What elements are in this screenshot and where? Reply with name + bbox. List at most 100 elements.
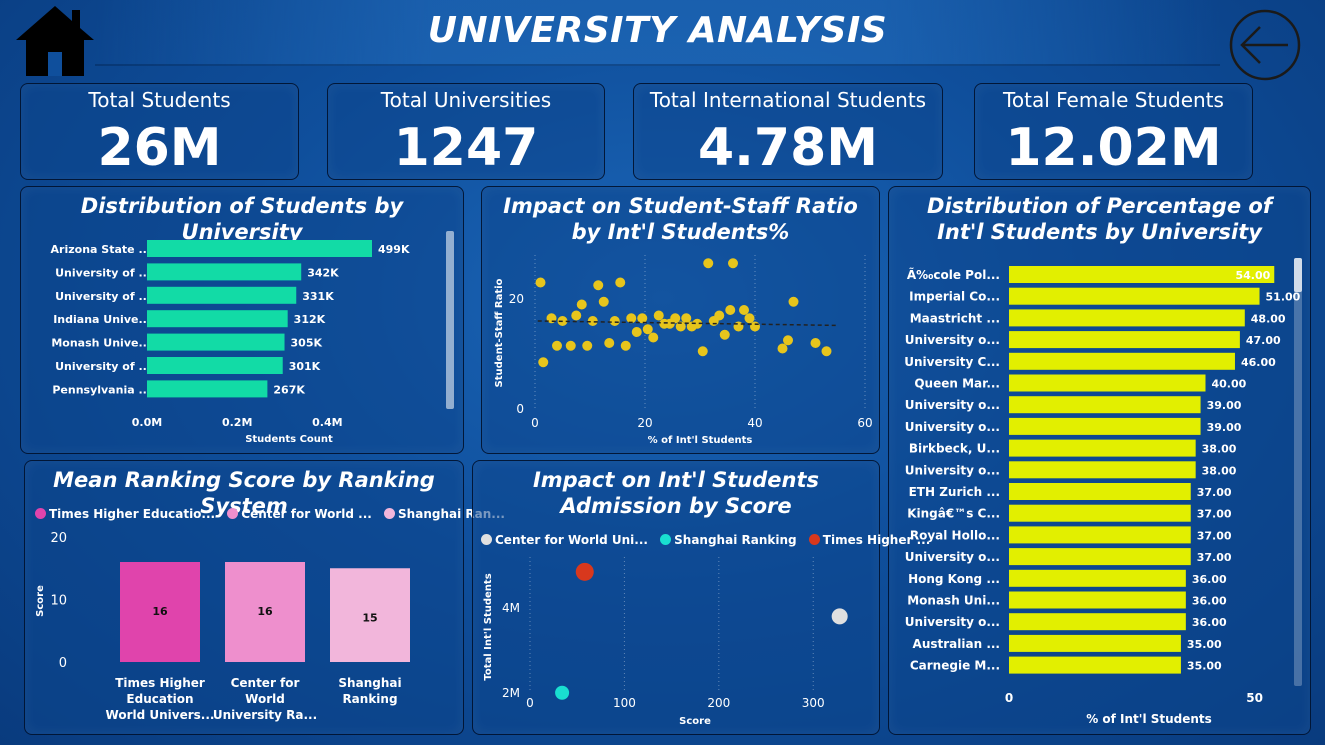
bar-data-label: 36.00 [1192, 573, 1227, 586]
x-tick-label: 0 [526, 696, 534, 710]
kpi-value: 1247 [393, 118, 539, 178]
bar [120, 562, 200, 662]
home-icon[interactable] [14, 4, 96, 78]
bar-category-label: University of ... [55, 360, 151, 373]
scatter-point [788, 296, 799, 307]
x-tick-label: Center for [231, 676, 300, 690]
bar-category-label: University o... [905, 398, 1000, 412]
bar-data-label: 35.00 [1187, 638, 1222, 651]
bar-data-label: 48.00 [1251, 312, 1286, 325]
scatter-point [637, 313, 648, 324]
scatter-point [821, 346, 832, 357]
bar [330, 568, 410, 662]
bar [1009, 331, 1240, 349]
bar-category-label: Carnegie M... [910, 659, 1000, 673]
bar [147, 310, 288, 328]
bar [147, 380, 268, 398]
scrollbar-track [446, 231, 454, 409]
scatter-point [675, 321, 686, 332]
x-tick-label: University Ra... [213, 708, 317, 722]
bar-data-label: 39.00 [1207, 399, 1242, 412]
x-tick-label: 0.4M [312, 416, 342, 429]
bar-data-label: 331K [302, 290, 334, 303]
scatter-point [692, 318, 703, 329]
bar-category-label: Maastricht ... [910, 311, 1000, 325]
bar-category-label: Kingâ€™s C... [907, 507, 1000, 521]
bar-category-label: Imperial Co... [909, 290, 1000, 304]
chart-legend: Center for World Uni... Shanghai Ranking… [481, 533, 938, 547]
bar [1009, 613, 1186, 631]
bar-category-label: Indiana Unive... [53, 313, 151, 326]
bar-data-label: 37.00 [1197, 551, 1232, 564]
bar-category-label: Australian ... [913, 637, 1000, 651]
intl-pct-bar-chart[interactable]: Ã‰cole Pol... 54.00 Imperial Co... 51.00 Maa… [889, 187, 1312, 736]
y-axis-label: Total Int'l Students [483, 573, 494, 680]
scatter-point [739, 305, 749, 315]
bar-category-label: University C... [904, 355, 1000, 369]
scatter-point [555, 685, 570, 700]
panel-intl-pct-by-university: Distribution of Percentage of Int'l Stud… [888, 186, 1311, 735]
scatter-point [697, 346, 708, 357]
bar [1009, 526, 1191, 544]
bar-data-label: 499K [378, 243, 410, 256]
scatter-point [810, 338, 821, 348]
bar-data-label: 54.00 [1235, 269, 1270, 282]
scatter-point [733, 321, 744, 332]
trend-line [537, 320, 838, 327]
back-arrow-icon[interactable] [1228, 8, 1302, 82]
y-tick-label: 0 [516, 402, 524, 416]
bar [1009, 417, 1201, 435]
bar-data-label: 36.00 [1192, 616, 1227, 629]
legend-dot-icon [808, 534, 820, 545]
x-axis-label: % of Int'l Students [648, 435, 753, 446]
bar-category-label: Birkbeck, U... [909, 442, 1000, 456]
bar-category-label: Ã‰cole Pol... [907, 267, 1000, 282]
bar [1009, 483, 1191, 500]
scatter-point [565, 340, 576, 351]
staff-ratio-scatter[interactable]: 0 20 40 60 0 20 % of Int'l Students Student-Sta… [482, 187, 881, 455]
bar-data-label: 312K [294, 313, 326, 326]
bar-category-label: University of ... [55, 266, 151, 279]
scatter-point [777, 343, 788, 354]
panel-staff-ratio: Impact on Student-Staff Ratio by Int'l S… [481, 186, 880, 454]
bar [1009, 656, 1181, 674]
bar-data-label: 39.00 [1207, 421, 1242, 434]
scatter-point [670, 313, 681, 324]
y-tick-label: 10 [50, 594, 67, 609]
panel-students-by-university: Distribution of Students by University A… [20, 186, 464, 454]
scatter-point [714, 310, 725, 321]
x-tick-label: Ranking [342, 692, 397, 706]
legend-item[interactable]: Times Higher Educatio... [35, 507, 215, 521]
legend-dot-icon [481, 534, 492, 545]
ranking-bar-chart[interactable]: 0 10 20 16 Times Higher Education World Univer… [25, 461, 465, 736]
legend-dot-icon [35, 508, 46, 519]
legend-dot-icon [227, 508, 239, 519]
x-tick-label: 0.2M [222, 416, 252, 429]
scrollbar-track [1294, 258, 1302, 686]
x-tick-label: 0 [1005, 691, 1013, 705]
legend-item[interactable]: Center for World ... [227, 507, 372, 521]
bar [147, 240, 373, 257]
bar [1009, 548, 1191, 566]
legend-item[interactable]: Center for World Uni... [481, 533, 648, 547]
title-bar: UNIVERSITY ANALYSIS [95, 0, 1220, 66]
admission-scatter[interactable]: 0 100 200 300 2M 4M Score Total Int'l Students [473, 461, 881, 736]
bar-data-label: 47.00 [1246, 334, 1281, 347]
bar-data-label: 301K [289, 360, 321, 373]
kpi-label: Total International Students [649, 88, 927, 112]
scatter-point [538, 357, 549, 368]
bar-data-label: 15 [362, 611, 377, 624]
x-axis-label: Score [679, 716, 711, 727]
scatter-point [744, 313, 755, 324]
legend-item[interactable]: Shanghai Ranking [660, 533, 797, 547]
legend-dot-icon [384, 508, 396, 519]
x-tick-label: 50 [1246, 691, 1263, 705]
x-tick-label: Shanghai [338, 676, 401, 690]
students-bar-chart[interactable]: Arizona State ... 499K University of ... 34… [21, 187, 465, 455]
bar-category-label: University o... [905, 333, 1000, 347]
legend-item[interactable]: Times Higher ... [808, 533, 930, 547]
y-tick-label: 20 [509, 292, 524, 306]
bar-data-label: 36.00 [1192, 595, 1227, 608]
chart-title: Distribution of Percentage of Int'l Stud… [927, 194, 1272, 244]
bar-category-label: University o... [905, 550, 1000, 564]
